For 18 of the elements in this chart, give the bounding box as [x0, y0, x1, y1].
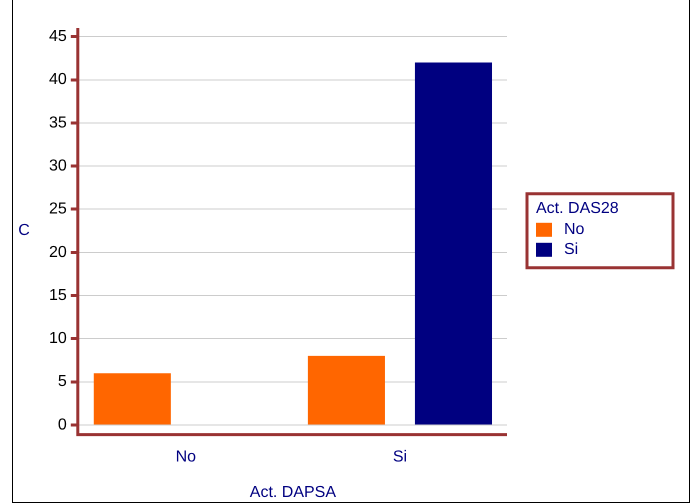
- y-axis-title: C: [18, 222, 30, 240]
- y-tick-label: 35: [49, 114, 67, 132]
- bar: [94, 373, 171, 424]
- legend-label: No: [564, 221, 585, 238]
- y-tick-label: 30: [49, 157, 67, 174]
- y-tick-label: 25: [49, 200, 67, 218]
- legend-title: Act. DAS28: [536, 200, 619, 218]
- y-tick-label: 5: [58, 373, 67, 390]
- y-tick-label: 0: [58, 416, 67, 434]
- bar: [414, 62, 492, 424]
- y-tick-label: 15: [49, 286, 67, 304]
- y-tick-label: 10: [49, 330, 67, 348]
- legend-label: Si: [564, 241, 578, 258]
- x-axis-title: Act. DAPSA: [250, 484, 336, 501]
- bar: [308, 356, 385, 424]
- y-tick-label: 45: [49, 28, 67, 46]
- y-tick-label: 40: [49, 71, 67, 88]
- y-tick-label: 20: [49, 244, 67, 261]
